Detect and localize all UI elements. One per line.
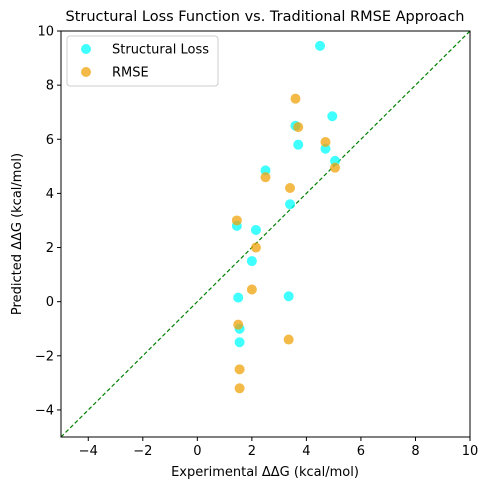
rmse-point-10: [283, 334, 294, 345]
rmse-point-2: [320, 136, 331, 147]
x-tick-label: 2: [248, 444, 256, 459]
x-tick-label: −4: [79, 444, 98, 459]
reference-diagonal-line: [60, 30, 471, 438]
x-tick-label: 6: [357, 444, 365, 459]
y-axis-ticks: −4 −2 0 2 4 6 8 10: [35, 25, 61, 418]
legend-marker-rmse: [81, 67, 91, 77]
rmse-point-3: [330, 162, 341, 173]
y-tick-label: −2: [35, 349, 54, 364]
structural-loss-point-10: [246, 256, 257, 267]
structural-loss-point-11: [233, 292, 244, 303]
y-tick-label: 10: [37, 25, 54, 40]
x-tick-label: −2: [133, 444, 152, 459]
structural-loss-point-14: [234, 337, 245, 348]
plot-area: −4 −2 0 2 4 6 8 10 −4 −2 0 2 4 6 8 10: [35, 25, 478, 460]
structural-loss-point-3: [293, 139, 304, 150]
rmse-point-4: [260, 172, 271, 183]
rmse-point-7: [250, 242, 261, 253]
legend-label-rmse: RMSE: [112, 66, 149, 81]
structural-loss-point-0: [315, 40, 326, 51]
x-axis-ticks: −4 −2 0 2 4 6 8 10: [79, 437, 479, 459]
x-tick-label: 4: [302, 444, 310, 459]
y-axis-label: Predicted ΔΔG (kcal/mol): [10, 153, 25, 315]
structural-loss-point-1: [327, 111, 338, 122]
y-tick-label: 8: [46, 79, 54, 94]
legend: Structural Loss RMSE: [66, 35, 219, 87]
rmse-point-0: [290, 93, 301, 104]
rmse-point-12: [234, 383, 245, 394]
rmse-point-1: [293, 122, 304, 133]
x-tick-label: 0: [193, 444, 201, 459]
structural-loss-point-7: [285, 199, 296, 210]
x-tick-label: 8: [411, 444, 419, 459]
y-tick-label: 0: [46, 295, 54, 310]
rmse-point-11: [234, 364, 245, 375]
structural-loss-point-9: [250, 224, 261, 235]
rmse-point-8: [246, 284, 257, 295]
plot-frame: [60, 30, 471, 438]
rmse-point-9: [233, 319, 244, 330]
y-tick-label: 6: [46, 133, 54, 148]
x-tick-label: 10: [462, 444, 479, 459]
y-tick-label: −4: [35, 403, 54, 418]
y-tick-label: 4: [46, 187, 54, 202]
legend-label-structural-loss: Structural Loss: [112, 43, 209, 58]
points-layer: [231, 40, 341, 394]
legend-box: [66, 35, 219, 87]
chart-title: Structural Loss Function vs. Traditional…: [66, 9, 465, 25]
x-axis-label: Experimental ΔΔG (kcal/mol): [171, 465, 359, 480]
y-tick-label: 2: [46, 241, 54, 256]
rmse-point-5: [285, 182, 296, 193]
structural-loss-point-12: [283, 291, 294, 302]
legend-marker-structural-loss: [81, 44, 91, 54]
rmse-point-6: [231, 215, 242, 226]
